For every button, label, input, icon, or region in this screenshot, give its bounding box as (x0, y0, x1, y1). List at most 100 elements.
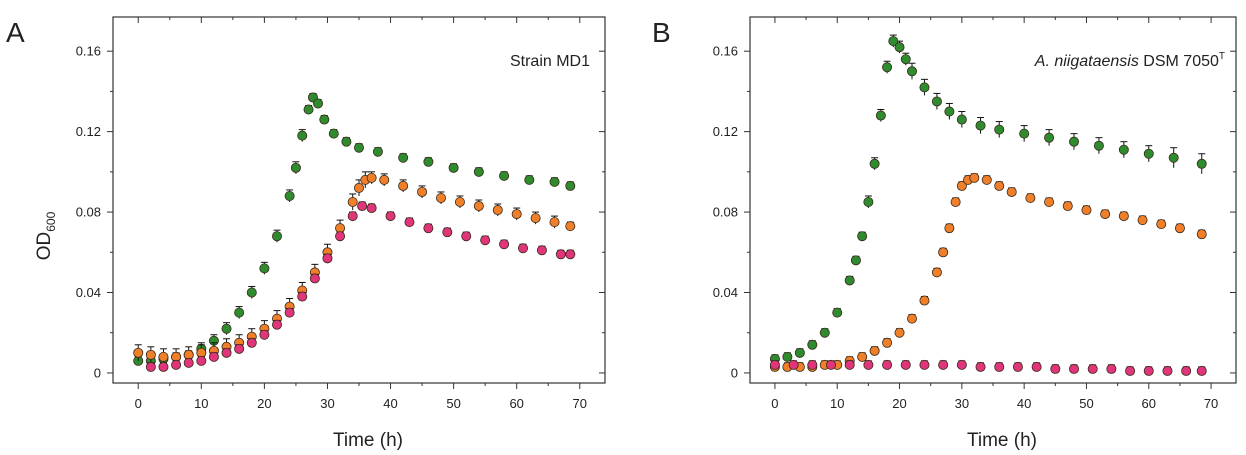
panel-b-x-tick-label: 10 (830, 396, 844, 411)
data-point (524, 174, 535, 185)
data-point (555, 249, 566, 260)
data-point (1118, 144, 1129, 155)
data-point (347, 211, 358, 222)
panel-a-y-tick-label: 0.12 (76, 124, 101, 139)
data-point (1044, 197, 1055, 208)
data-point (1069, 136, 1080, 147)
panel-a-y-tick-label: 0.08 (76, 205, 101, 220)
data-point (1012, 361, 1023, 372)
panel-b-x-tick-label: 30 (955, 396, 969, 411)
data-point (271, 231, 282, 242)
data-point (850, 255, 861, 266)
data-point (807, 339, 818, 350)
panel-b-y-tick-label: 0 (731, 365, 738, 380)
data-point (461, 231, 472, 242)
data-point (234, 343, 245, 354)
data-point (1143, 365, 1154, 376)
data-point (975, 361, 986, 372)
data-point (221, 347, 232, 358)
panel-b: B A. niigataensis DSM 7050T Time (h) 0 10… (652, 16, 1237, 451)
panel-a-y-axis-title-base: OD (34, 232, 55, 261)
data-point (246, 287, 257, 298)
panel-a-x-tick-label: 20 (257, 396, 271, 411)
data-point (511, 209, 522, 220)
panel-a-x-tick-label: 60 (509, 396, 523, 411)
data-point (335, 231, 346, 242)
data-point (863, 197, 874, 208)
data-point (894, 42, 905, 53)
data-point (782, 351, 793, 362)
data-point (398, 180, 409, 191)
panel-a-y-tick-label: 0.04 (76, 285, 101, 300)
data-point (158, 351, 169, 362)
data-point (869, 158, 880, 169)
data-point (950, 197, 961, 208)
data-point (1081, 205, 1092, 216)
data-point (565, 221, 576, 232)
data-point (1118, 211, 1129, 222)
data-point (875, 110, 886, 121)
data-point (1100, 209, 1111, 220)
data-point (448, 162, 459, 173)
panel-a-x-tick-label: 30 (320, 396, 334, 411)
data-point (1162, 365, 1173, 376)
data-point (1031, 361, 1042, 372)
data-point (435, 192, 446, 203)
data-point (417, 186, 428, 197)
data-point (888, 36, 899, 47)
data-point (319, 114, 330, 125)
data-point (857, 231, 868, 242)
data-point (328, 128, 339, 139)
data-point (518, 243, 529, 254)
panel-a-series-orange (133, 171, 576, 365)
panel-b-x-tick-label: 20 (892, 396, 906, 411)
data-point (246, 337, 257, 348)
panel-b-x-tick-label: 0 (771, 396, 778, 411)
data-point (1050, 363, 1061, 374)
data-point (208, 351, 219, 362)
data-point (366, 203, 377, 214)
data-point (938, 247, 949, 258)
panel-a-y-axis-title: OD600 (34, 211, 58, 260)
data-point (1137, 215, 1148, 226)
data-point (1069, 363, 1080, 374)
panel-b-x-tick-label: 60 (1142, 396, 1156, 411)
panel-b-x-axis-title: Time (h) (967, 430, 1037, 451)
data-point (944, 106, 955, 117)
panel-b-annotation-italic: A. niigataensis (1034, 53, 1139, 70)
panel-a-letter: A (6, 17, 25, 48)
panel-b-letter: B (652, 17, 671, 48)
panel-a-x-tick-label: 0 (135, 396, 142, 411)
data-point (994, 180, 1005, 191)
data-point (1143, 148, 1154, 159)
data-point (145, 361, 156, 372)
data-point (366, 172, 377, 183)
data-point (975, 120, 986, 131)
panel-b-y-tick-label: 0.08 (713, 205, 738, 220)
panel-b-y-tick-label: 0.16 (713, 44, 738, 59)
panel-b-y-tick-label: 0.12 (713, 124, 738, 139)
data-point (844, 275, 855, 286)
data-point (372, 146, 383, 157)
data-point (869, 345, 880, 356)
data-point (341, 136, 352, 147)
data-point (956, 180, 967, 191)
data-point (807, 359, 818, 370)
data-point (171, 359, 182, 370)
panel-a-y-axis-title-subscript: 600 (44, 211, 58, 231)
panel-b-series-magenta (769, 359, 1207, 376)
panel-b-y-tick-label: 0.04 (713, 285, 738, 300)
data-point (234, 307, 245, 318)
data-point (271, 319, 282, 330)
data-point (931, 267, 942, 278)
data-point (857, 351, 868, 362)
data-point (1087, 363, 1098, 374)
panel-a-x-tick-label: 70 (573, 396, 587, 411)
data-point (536, 245, 547, 256)
data-point (1196, 229, 1207, 240)
data-point (259, 263, 270, 274)
data-point (404, 217, 415, 228)
data-point (819, 327, 830, 338)
